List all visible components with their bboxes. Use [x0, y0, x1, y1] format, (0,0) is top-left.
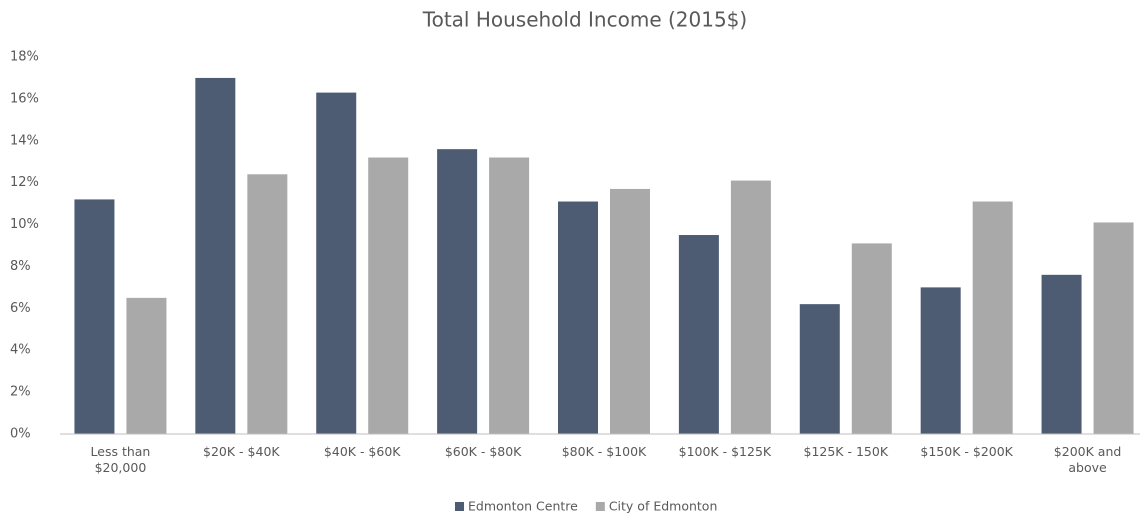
y-tick-label: 16% [10, 91, 39, 106]
bar [489, 157, 530, 435]
x-tick-label: $200K and above [1053, 444, 1122, 475]
y-tick-label: 2% [10, 385, 31, 400]
bar [799, 304, 840, 434]
bar [678, 235, 719, 434]
y-tick-label: 8% [10, 259, 31, 274]
y-tick-label: 12% [10, 175, 39, 190]
bar [558, 201, 598, 434]
x-tick-label: $20K - $40K [203, 444, 280, 459]
bar [368, 157, 409, 435]
y-tick-label: 18% [10, 50, 39, 65]
chart-title: Total Household Income (2015$) [422, 8, 747, 32]
x-tick-label: $60K - $80K [444, 444, 522, 459]
x-tick-label: $125K - 150K [803, 444, 889, 459]
x-tick-label: $40K - $60K [323, 444, 401, 459]
bar [1093, 222, 1134, 434]
x-tick-label: $100K - $125K [678, 444, 772, 459]
y-tick-label: 6% [10, 301, 31, 316]
legend-label: Edmonton Centre [468, 499, 578, 514]
y-tick-label: 10% [10, 217, 39, 232]
bar [316, 92, 357, 434]
x-tick-label: Less than $20,000 [90, 444, 151, 475]
y-tick-label: 14% [10, 133, 39, 148]
legend-swatch [595, 502, 605, 511]
bar [1041, 274, 1082, 434]
bar [920, 287, 961, 434]
bar [437, 149, 478, 434]
y-tick-label: 0% [10, 427, 31, 442]
bar [247, 174, 288, 435]
legend-label: City of Edmonton [609, 499, 718, 514]
bar [126, 297, 167, 434]
bar [195, 77, 236, 434]
bar [730, 180, 771, 434]
x-tick-label: $80K - $100K [561, 444, 647, 459]
bar [972, 201, 1013, 434]
bar [74, 199, 115, 434]
legend-swatch [455, 502, 464, 511]
bar [851, 243, 892, 434]
y-tick-label: 4% [10, 343, 31, 358]
bar [610, 188, 650, 434]
x-tick-label: $150K - $200K [920, 444, 1013, 459]
